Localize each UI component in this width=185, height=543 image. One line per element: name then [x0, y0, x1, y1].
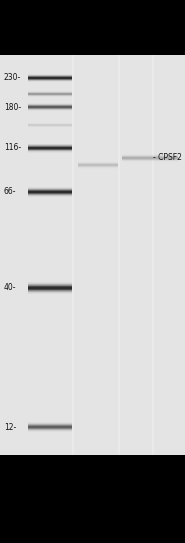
- Text: 180-: 180-: [4, 103, 21, 111]
- Text: 66-: 66-: [4, 187, 16, 197]
- Bar: [0, 55, 185, 455]
- Text: 116-: 116-: [4, 143, 21, 153]
- Text: 12-: 12-: [4, 422, 16, 432]
- Bar: [152, 55, 154, 455]
- Text: 40-: 40-: [4, 283, 16, 293]
- Bar: [118, 55, 120, 455]
- Bar: [72, 55, 74, 455]
- Text: 230-: 230-: [4, 73, 21, 83]
- Text: - CPSF2: - CPSF2: [153, 154, 182, 162]
